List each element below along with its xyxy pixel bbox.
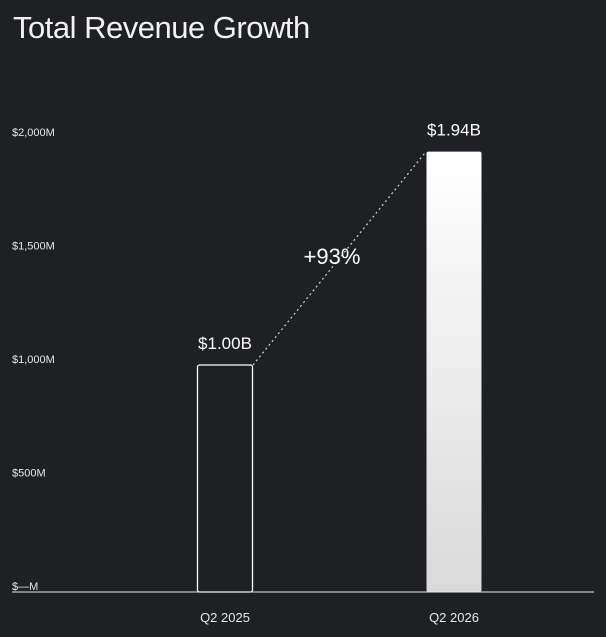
growth-percentage: +93% xyxy=(304,244,361,269)
y-tick-label: $—M xyxy=(12,581,38,593)
chart-title: Total Revenue Growth xyxy=(13,10,310,45)
x-tick-label: Q2 2025 xyxy=(200,610,250,625)
bar-q2-2025 xyxy=(196,364,254,593)
bars xyxy=(196,151,482,593)
y-tick-label: $1,000M xyxy=(12,354,55,366)
y-tick-label: $500M xyxy=(12,468,46,480)
growth-connector-line xyxy=(252,151,427,366)
x-axis-ticks: Q2 2025 Q2 2026 xyxy=(200,610,479,625)
x-tick-label: Q2 2026 xyxy=(429,610,479,625)
y-tick-label: $1,500M xyxy=(12,241,55,253)
growth-annotation: +93% xyxy=(252,151,427,366)
data-labels: $1.00B $1.94B xyxy=(198,121,481,353)
y-axis-ticks: $—M $500M $1,000M $1,500M $2,000M xyxy=(12,127,55,593)
bar-q2-2026 xyxy=(426,151,482,592)
data-label: $1.94B xyxy=(427,121,481,140)
y-tick-label: $2,000M xyxy=(12,127,55,139)
data-label: $1.00B xyxy=(198,334,252,353)
